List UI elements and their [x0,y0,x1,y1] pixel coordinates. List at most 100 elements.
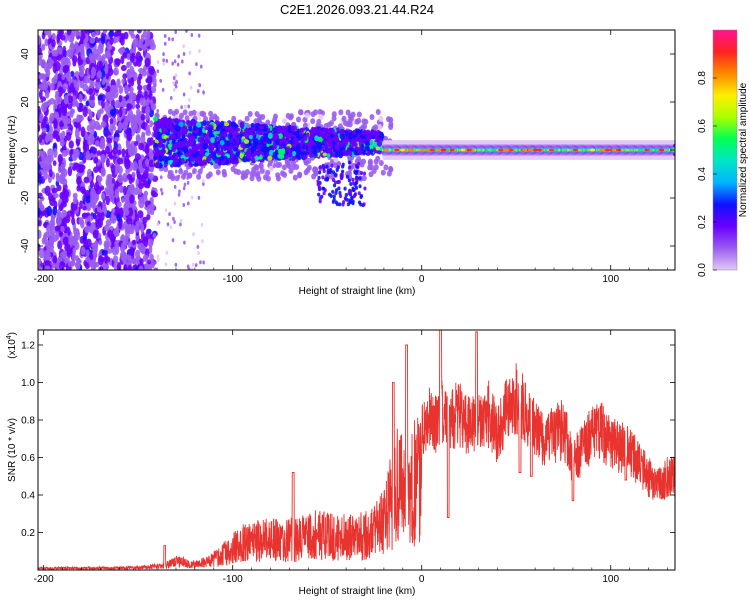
spectrogram-cell-noise [129,149,135,157]
spectrogram-cell-halo [199,110,205,117]
spectrogram-cell-noise [73,235,78,244]
spectrogram-cell-noise [104,63,109,74]
spectrogram-cell-sparse [162,52,165,57]
spectrogram-cell-sparse [165,58,169,63]
spectrogram-cell-signal [284,154,289,160]
spectrogram-cell-halo [386,170,392,177]
spectrogram-cell-noise [109,117,114,125]
spectrogram-cell-signal [262,136,268,142]
spectrogram-cell-noise [127,185,133,195]
spectrogram-cell-noise [105,73,110,80]
spectrogram-cell-halo [356,156,362,163]
spectrogram-cell-noise [92,229,99,239]
spectrogram-cell-tail [362,202,366,207]
spectrogram-cell-tail [358,184,362,189]
spectrogram-cell-noise [101,192,106,201]
spectrogram-cell-noise [144,90,148,101]
spectrogram-cell-noise [140,33,145,43]
spectrogram-cell-noise [85,195,91,204]
spectrogram-cell-tail [356,162,361,167]
spectrogram-cell-sparse [180,59,184,64]
spectrogram-cell-halo [373,164,379,171]
spectrogram-cell-signal [310,131,315,138]
spectrogram-cell-signal [264,146,269,154]
spectrogram-cell-noise [125,94,130,100]
spectrogram-cell-noise [104,253,109,264]
spectrogram-cell-signal [302,154,308,160]
spectrogram-cell-noise [127,109,134,119]
spectrogram-cell-signal [334,132,338,138]
spectrogram-cell-signal [313,126,319,134]
spectrogram-cell-noise [41,127,47,133]
spectrogram-cell-tail [321,175,325,180]
spectrogram-cell-noise [114,226,120,236]
spectrogram-cell-halo [251,166,257,173]
spectrogram-cell-signal [177,131,182,138]
spectrogram-cell-noise [142,216,148,224]
spectrogram-cell-sparse [169,225,173,230]
spectrogram-cell-sparse [188,50,192,55]
spectrogram-cell-halo [388,165,394,172]
spectrogram-cell-sparse [194,263,198,268]
spectrogram-cell-sparse [198,49,201,54]
spectrogram-cell-signal [339,132,346,140]
spectrogram-cell-noise [90,188,96,198]
spectrogram-cell-signal [243,139,250,144]
spectrogram-cell-noise [131,258,137,265]
spectrogram-cell-halo [291,164,297,171]
spectrogram-cell-tail [331,170,336,175]
spectrogram-cell-noise [100,120,107,128]
spectrogram-cell-noise [120,241,127,251]
spectrogram-cell-signal [373,130,378,136]
spectrogram-cell-signal [326,153,331,158]
spectrogram-cell-noise [90,66,97,77]
spectrogram-cell-noise [38,265,42,270]
spectrogram-cell-signal [263,154,268,159]
spectrogram-cell-sparse [195,62,198,67]
spectrogram-cell-signal [204,126,209,131]
spectrogram-cell-noise [41,130,47,140]
spectrogram-cell-noise [68,140,74,149]
spectrogram-cell-noise [51,262,57,269]
spectrogram-cell-noise [153,267,158,270]
spectrogram-cell-tail [340,172,344,177]
spectrogram-cell-halo [213,163,219,170]
spectrogram-cell-signal [257,130,263,136]
spectrogram-cell-signal [361,138,367,143]
spectrogram-cell-noise [102,30,108,34]
spectrogram-cell-tail [351,188,356,193]
spectrogram-cell-signal [266,137,272,145]
spectrogram-cell-signal [209,147,214,153]
spectrogram-cell-noise [139,258,144,264]
spectrogram-cell-noise [148,172,155,180]
spectrogram-cell-noise [85,249,90,258]
spectrogram-cell-noise [83,176,90,184]
spectrogram-cell-noise [96,206,102,213]
spectrogram-cell-noise [110,235,116,243]
spectrogram-cell-halo [310,118,316,125]
spectrogram-cell-signal [244,151,251,156]
spectrogram-cell-halo [333,156,339,163]
spectrogram-cell-noise [112,146,118,155]
spectrogram-cell-noise [117,30,121,36]
spectrogram-cell-signal [295,146,301,154]
spectrogram-cell-signal [196,121,202,128]
spectrogram-cell-halo [375,109,381,116]
spectrogram-cell-noise [118,218,123,230]
spectrogram-cell-noise [97,94,104,101]
spectrogram-cell-noise [38,78,41,85]
spectrogram-cell-signal [225,140,231,147]
spectrogram-cell-noise [135,220,142,227]
spectrogram-cell-halo [169,173,175,180]
spectrogram-cell-noise [83,37,88,47]
spectrogram-cell-noise [145,230,152,240]
spectrogram-cell-halo [290,159,296,166]
spectrogram-cell-sparse [186,180,190,185]
spectrogram-cell-noise [53,192,59,199]
spectrogram-cell-tail [354,185,359,190]
spectrogram-cell-noise [55,135,61,142]
spectrogram-cell-tail [347,160,352,165]
spectrogram-cell-noise [94,140,100,147]
spectrogram-cell-signal [171,139,176,144]
spectrogram-cell-halo [243,172,249,179]
